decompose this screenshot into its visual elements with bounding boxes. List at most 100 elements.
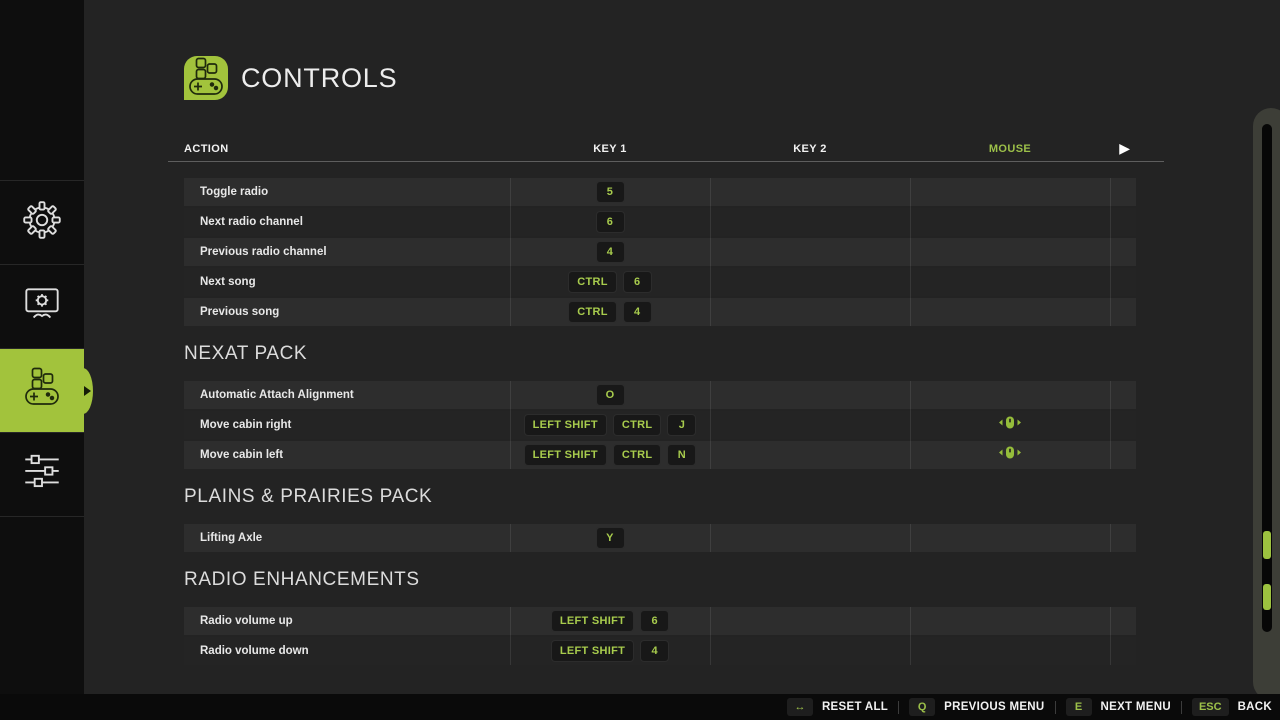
next-column-arrow-icon[interactable]: ▶ [1119,140,1130,156]
key-badge[interactable]: LEFT SHIFT [550,640,635,662]
reset-key-icon: ↔ [786,698,813,716]
key-badge[interactable]: Y [595,527,625,549]
binding-row[interactable]: Toggle radio 5 [184,178,1136,206]
footer-separator [898,700,900,714]
key-badge[interactable]: 6 [622,271,652,293]
sidebar-item-advanced-settings[interactable] [0,432,84,517]
key1-cell[interactable]: LEFT SHIFT 4 [510,640,710,662]
key-badge[interactable]: LEFT SHIFT [523,444,607,466]
column-header-key1: KEY 1 [593,142,627,155]
key1-cell[interactable]: CTRL 4 [510,301,710,323]
key-badge[interactable]: 4 [595,241,625,263]
key-badge[interactable]: CTRL [612,414,662,436]
column-header-key2: KEY 2 [793,142,827,155]
key-badge[interactable]: LEFT SHIFT [523,414,607,436]
key1-cell[interactable]: CTRL 6 [510,271,710,293]
action-label: Radio volume up [200,615,293,627]
footer-shortcut-reset-all[interactable]: ↔ RESET ALL [786,698,889,716]
action-label: Move cabin right [200,419,292,431]
key-badge[interactable]: 4 [640,640,670,662]
binding-row[interactable]: Lifting Axle Y [184,524,1136,552]
settings-sidebar [0,0,84,720]
binding-row[interactable]: Next radio channel 6 [184,208,1136,236]
footer-separator [1180,700,1182,714]
key1-cell[interactable]: 6 [510,211,710,233]
mouse-cell[interactable] [910,446,1110,464]
scrollbar[interactable] [1253,108,1280,700]
binding-row[interactable]: Move cabin left LEFT SHIFT CTRL N [184,441,1136,469]
section-heading: NEXAT PACK [184,343,308,364]
gear-icon [19,197,65,248]
footer-shortcut-next-menu[interactable]: E NEXT MENU [1065,698,1171,716]
table-header: ACTION KEY 1 KEY 2 MOUSE ▶ [168,136,1164,162]
binding-row[interactable]: Next song CTRL 6 [184,268,1136,296]
binding-group: Lifting Axle Y [184,524,1136,552]
footer-shortcut-label: PREVIOUS MENU [944,701,1045,713]
binding-row[interactable]: Move cabin right LEFT SHIFT CTRL J [184,411,1136,439]
action-label: Next radio channel [200,216,303,228]
footer-shortcut-bar: ↔ RESET ALL Q PREVIOUS MENU E NEXT MENU ESC BAC… [0,694,1280,720]
key1-cell[interactable]: 4 [510,241,710,263]
sidebar-item-display-settings[interactable] [0,264,84,348]
key-badge[interactable]: 6 [640,610,670,632]
scrollbar-track[interactable] [1262,124,1272,632]
sidebar-item-general-settings[interactable] [0,180,84,264]
binding-group: Toggle radio 5 Next radio channel 6 Previous… [184,178,1136,326]
footer-shortcut-label: RESET ALL [821,701,889,713]
binding-row[interactable]: Previous radio channel 4 [184,238,1136,266]
key1-cell[interactable]: 5 [510,181,710,203]
key1-cell[interactable]: LEFT SHIFT CTRL N [510,444,710,466]
controls-gamepad-icon [184,56,228,100]
key-badge[interactable]: CTRL [568,271,617,293]
binding-group: Radio volume up LEFT SHIFT 6 Radio volume d… [184,607,1136,665]
scrollbar-thumb-secondary[interactable] [1263,584,1271,610]
column-header-action: ACTION [184,142,229,155]
mouse-cell[interactable] [910,416,1110,434]
binding-row[interactable]: Previous song CTRL 4 [184,298,1136,326]
key-badge[interactable]: N [667,444,697,466]
display-settings-icon [19,281,65,332]
binding-group: Automatic Attach Alignment O Move cabin ri… [184,381,1136,469]
key-badge[interactable]: CTRL [612,444,662,466]
mouse-move-icon [998,416,1022,434]
esc-key: ESC [1191,698,1229,716]
key-badge[interactable]: 4 [622,301,652,323]
bindings-table: Toggle radio 5 Next radio channel 6 Previous… [184,178,1136,667]
binding-row[interactable]: Radio volume down LEFT SHIFT 4 [184,637,1136,665]
sidebar-tabs [0,180,84,517]
mouse-move-icon [998,446,1022,464]
gamepad-icon [20,366,64,415]
footer-shortcut-label: NEXT MENU [1100,701,1171,713]
key1-cell[interactable]: LEFT SHIFT 6 [510,610,710,632]
q-key: Q [909,698,936,716]
key-badge[interactable]: 5 [595,181,625,203]
action-label: Radio volume down [200,645,309,657]
e-key: E [1065,698,1092,716]
action-label: Move cabin left [200,449,284,461]
footer-shortcut-back[interactable]: ESC BACK [1191,698,1272,716]
footer-separator [1054,700,1056,714]
page-title: CONTROLS [241,62,398,93]
binding-row[interactable]: Automatic Attach Alignment O [184,381,1136,409]
section-heading: PLAINS & PRAIRIES PACK [184,486,433,507]
key-badge[interactable]: O [595,384,625,406]
key1-cell[interactable]: Y [510,527,710,549]
key1-cell[interactable]: LEFT SHIFT CTRL J [510,414,710,436]
scrollbar-thumb[interactable] [1263,531,1271,559]
key1-cell[interactable]: O [510,384,710,406]
key-badge[interactable]: J [667,414,697,436]
action-label: Previous radio channel [200,246,327,258]
footer-shortcut-label: BACK [1237,701,1272,713]
section-heading: RADIO ENHANCEMENTS [184,569,420,590]
key-badge[interactable]: 6 [595,211,625,233]
key-badge[interactable]: CTRL [568,301,617,323]
action-label: Toggle radio [200,186,269,198]
action-label: Lifting Axle [200,532,263,544]
binding-row[interactable]: Radio volume up LEFT SHIFT 6 [184,607,1136,635]
action-label: Next song [200,276,256,288]
key-badge[interactable]: LEFT SHIFT [550,610,635,632]
sidebar-item-controls[interactable] [0,348,84,432]
footer-shortcut-previous-menu[interactable]: Q PREVIOUS MENU [909,698,1044,716]
action-label: Automatic Attach Alignment [200,389,354,401]
